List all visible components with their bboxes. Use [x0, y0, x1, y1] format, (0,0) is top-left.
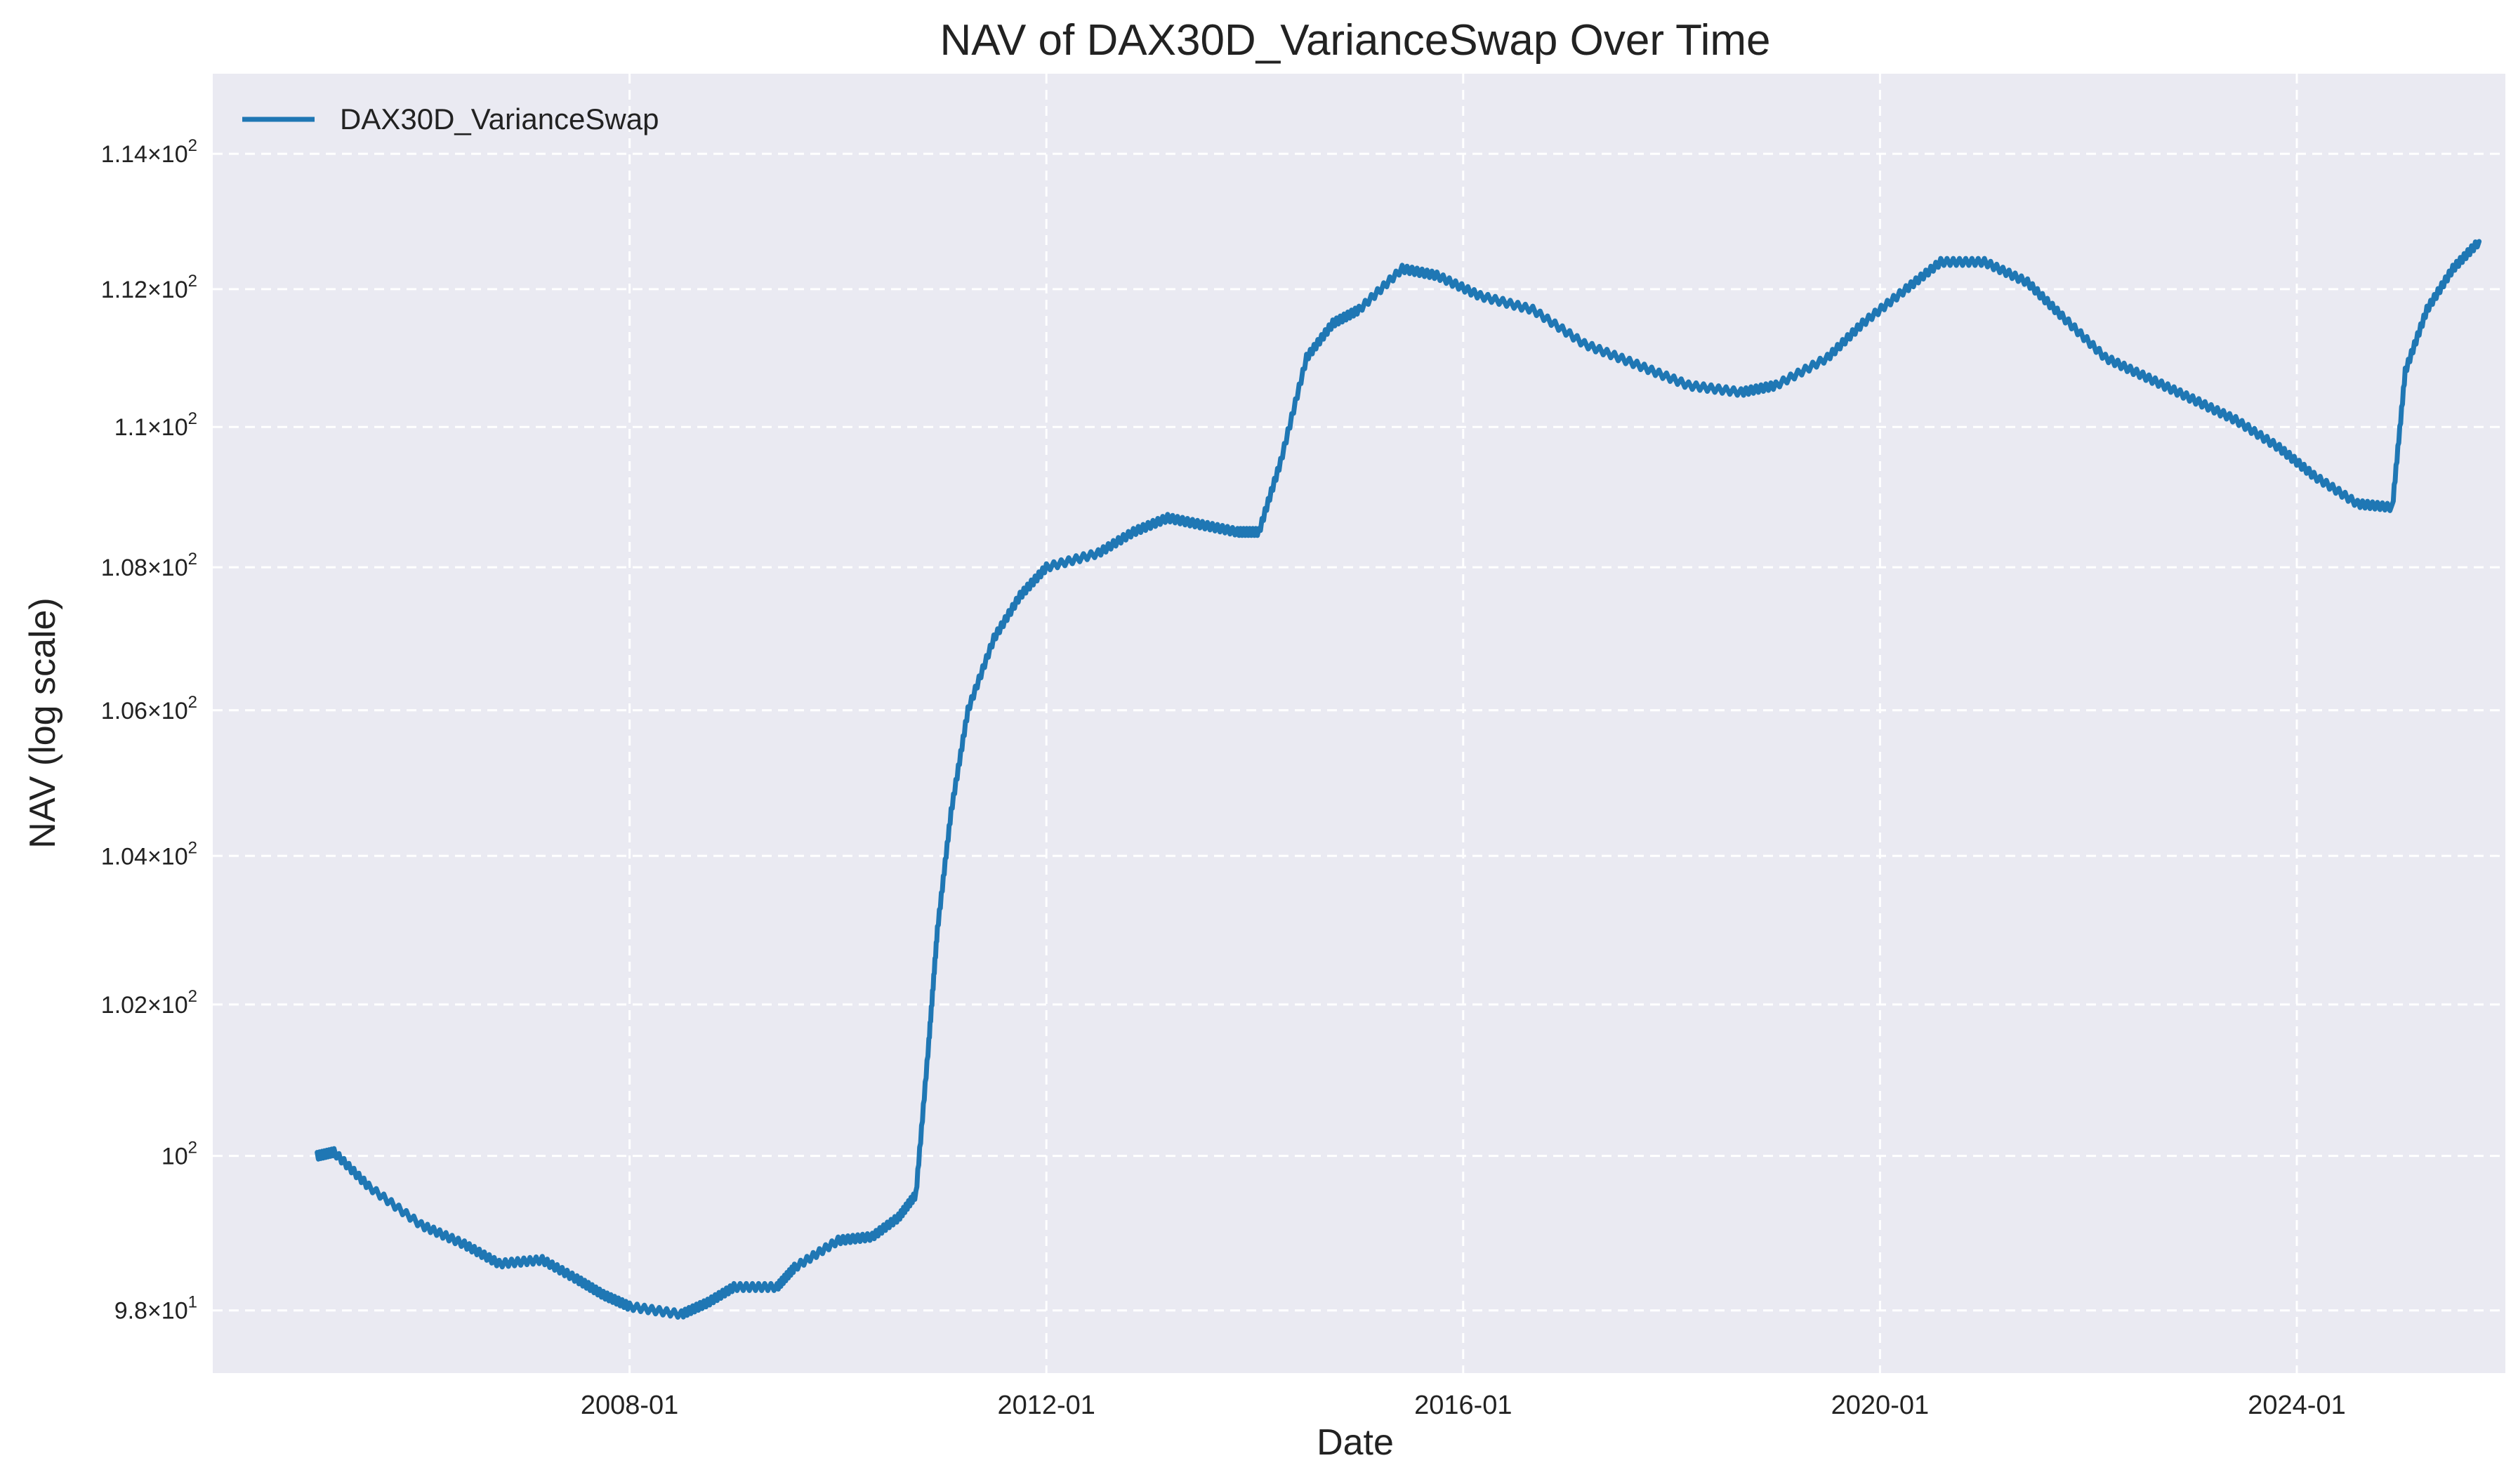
y-tick-label: 1.14×102	[101, 136, 197, 168]
y-tick-label: 102	[162, 1139, 197, 1170]
series-layer	[315, 239, 2482, 1320]
x-tick-label: 2008-01	[581, 1391, 678, 1420]
x-tick-label: 2024-01	[2248, 1391, 2345, 1420]
legend: DAX30D_VarianceSwap	[242, 102, 659, 135]
y-tick-label: 1.1×102	[114, 409, 197, 441]
y-tick-label: 1.02×102	[101, 987, 197, 1019]
x-tick-label: 2012-01	[997, 1391, 1095, 1420]
plot-area	[213, 74, 2505, 1373]
y-tick-label: 1.08×102	[101, 550, 197, 581]
x-tick-labels: 2008-01 2012-01 2016-01 2020-01 2024-01	[581, 1391, 2346, 1420]
y-tick-label: 9.8×101	[114, 1293, 197, 1325]
y-tick-labels: 9.8×101 102 1.02×102 1.04×102 1.06×102 1.08×1…	[101, 136, 197, 1325]
y-axis-label: NAV (log scale)	[22, 597, 63, 848]
y-tick-label: 1.12×102	[101, 272, 197, 303]
x-tick-label: 2020-01	[1831, 1391, 1929, 1420]
y-tick-label: 1.06×102	[101, 693, 197, 724]
y-tick-label: 1.04×102	[101, 838, 197, 870]
series-line	[315, 239, 2482, 1320]
x-tick-label: 2016-01	[1414, 1391, 1512, 1420]
chart-title: NAV of DAX30D_VarianceSwap Over Time	[940, 16, 1770, 65]
x-axis-label: Date	[1317, 1422, 1394, 1463]
legend-label: DAX30D_VarianceSwap	[340, 102, 659, 135]
